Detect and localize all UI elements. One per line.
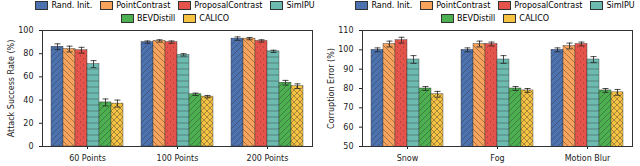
svg-text:100 Points: 100 Points [157, 154, 199, 163]
svg-text:0: 0 [28, 142, 33, 151]
svg-text:100: 100 [338, 45, 353, 54]
svg-text:Attack Success Rate (%): Attack Success Rate (%) [7, 40, 16, 138]
html-text:Rand. Init.: Rand. Init. [51, 1, 93, 11]
html-text:BEVDistill: BEVDistill [136, 13, 176, 23]
html-text:PointContrast: PointContrast [436, 1, 491, 11]
html-text:CALICO: CALICO [519, 13, 550, 23]
svg-text:50: 50 [343, 142, 353, 151]
html-text:PointContrast: PointContrast [116, 1, 171, 11]
html-text:ProposalContrast: ProposalContrast [514, 1, 583, 11]
svg-text:80: 80 [343, 84, 353, 93]
svg-text:Motion Blur: Motion Blur [565, 154, 611, 163]
html-text:BEVDistill: BEVDistill [456, 13, 496, 23]
html-text:ProposalContrast: ProposalContrast [194, 1, 263, 11]
html-text:SimIPU: SimIPU [286, 1, 315, 11]
svg-text:110: 110 [338, 26, 353, 35]
svg-text:60: 60 [23, 72, 33, 81]
svg-text:100: 100 [18, 26, 33, 35]
svg-text:60: 60 [343, 123, 353, 132]
svg-text:40: 40 [23, 96, 33, 105]
svg-text:90: 90 [343, 65, 353, 74]
html-text:Rand. Init.: Rand. Init. [371, 1, 413, 11]
svg-text:20: 20 [23, 119, 33, 128]
svg-text:60 Points: 60 Points [69, 154, 106, 163]
html-text:SimIPU: SimIPU [606, 1, 635, 11]
svg-text:Fog: Fog [490, 154, 504, 163]
svg-text:70: 70 [343, 103, 353, 112]
svg-text:Corruption Error (%): Corruption Error (%) [327, 48, 336, 129]
svg-text:80: 80 [23, 49, 33, 58]
svg-text:Snow: Snow [397, 154, 419, 163]
svg-text:200 Points: 200 Points [247, 154, 289, 163]
html-text:CALICO: CALICO [199, 13, 230, 23]
